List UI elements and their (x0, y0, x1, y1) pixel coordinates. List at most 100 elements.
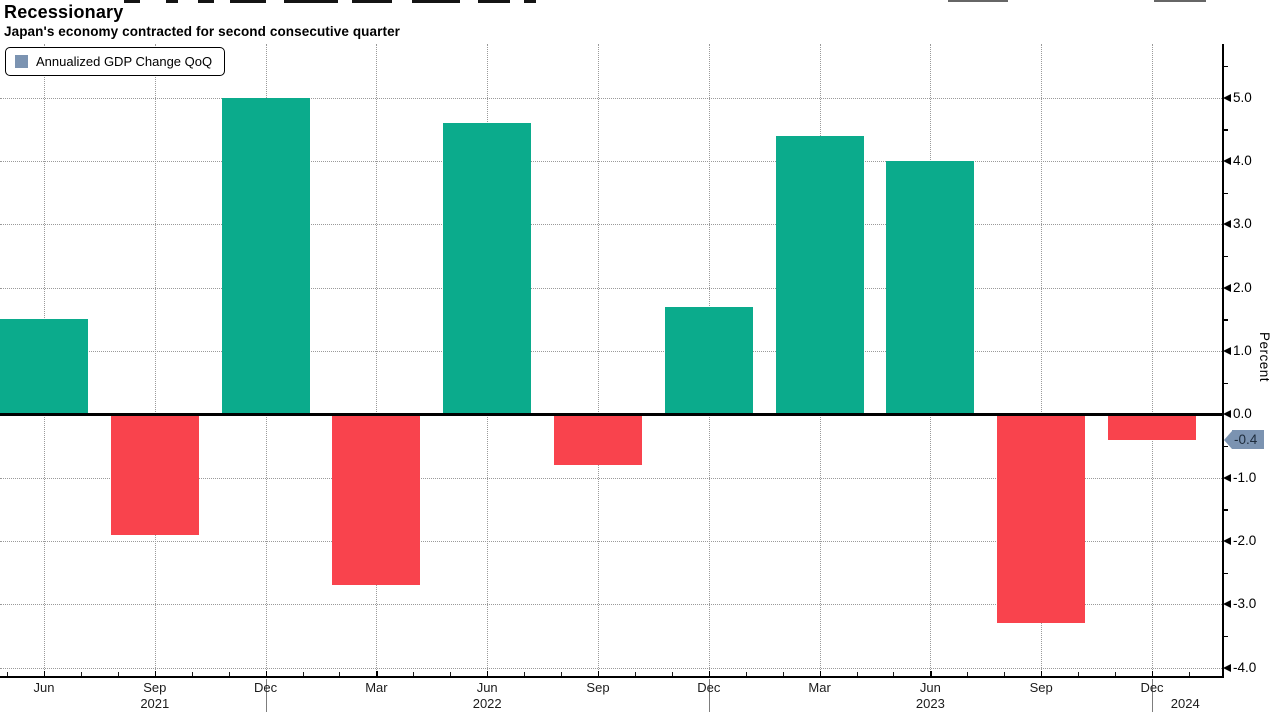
y-tick-label: 0.0 (1233, 406, 1252, 422)
y-axis-tick: -3.0 (1223, 596, 1256, 612)
x-tick-label: Jun (33, 680, 55, 695)
bar-dec-2021[interactable] (221, 97, 310, 415)
h-gridline (0, 287, 1222, 289)
y-tick-label: 5.0 (1233, 89, 1252, 105)
y-axis-minor-tick (1222, 66, 1228, 68)
y-axis-title: Percent (1257, 332, 1272, 383)
cropped-text-artifact (412, 0, 460, 3)
y-tick-label: -1.0 (1233, 469, 1257, 485)
x-axis-minor-tick (80, 672, 82, 676)
tick-arrow-icon (1223, 663, 1231, 672)
year-label: 2022 (472, 696, 502, 711)
year-label: 2024 (1170, 696, 1200, 711)
x-axis-minor-tick (413, 672, 415, 676)
y-tick-label: -3.0 (1233, 596, 1257, 612)
bar-jun-2021[interactable] (0, 319, 88, 415)
h-gridline (0, 604, 1222, 606)
y-axis-tick: 1.0 (1223, 343, 1252, 359)
y-axis-line (1222, 44, 1224, 678)
h-gridline (0, 97, 1222, 99)
year-label: 2023 (915, 696, 945, 711)
v-gridline (598, 44, 599, 676)
y-axis-tick: 3.0 (1223, 216, 1252, 232)
x-axis-tick (44, 671, 46, 677)
tick-arrow-icon (1223, 473, 1231, 482)
y-axis-minor-tick (1222, 129, 1228, 131)
cropped-text-artifact (198, 0, 214, 3)
y-axis-tick: 5.0 (1223, 90, 1252, 106)
x-axis-minor-tick (856, 672, 858, 676)
x-axis-minor-tick (745, 672, 747, 676)
y-axis-minor-tick (1222, 382, 1228, 384)
cropped-text-artifact (1154, 0, 1206, 2)
x-axis-minor-tick (561, 672, 563, 676)
y-tick-label: -4.0 (1233, 659, 1257, 675)
bar-sep-2023[interactable] (997, 414, 1086, 624)
x-axis-minor-tick (302, 672, 304, 676)
h-gridline (0, 351, 1222, 353)
y-tick-label: 1.0 (1233, 343, 1252, 359)
chart-title: Recessionary (4, 2, 124, 22)
zero-baseline (0, 413, 1224, 416)
year-separator-line (708, 679, 710, 712)
x-axis-tick (487, 671, 489, 677)
tick-arrow-icon (1223, 410, 1231, 419)
year-label: 2021 (140, 696, 170, 711)
bar-sep-2022[interactable] (554, 414, 642, 466)
x-axis-tick (708, 671, 711, 677)
x-axis-tick (930, 671, 932, 677)
cropped-text-artifact (352, 0, 392, 3)
y-axis-minor-tick (1222, 192, 1228, 194)
legend-box[interactable]: Annualized GDP Change QoQ (5, 47, 226, 76)
year-separator-line (265, 679, 267, 712)
x-tick-label: Mar (365, 680, 388, 695)
last-value-label: -0.4 (1232, 430, 1265, 450)
x-axis-minor-tick (339, 672, 341, 676)
bar-sep-2021[interactable] (110, 414, 199, 535)
x-tick-label: Jun (919, 680, 941, 695)
x-tick-label: Dec (697, 680, 721, 695)
x-axis-minor-tick (524, 672, 526, 676)
y-axis-minor-tick (1222, 572, 1228, 574)
y-axis-tick: -2.0 (1223, 533, 1256, 549)
y-axis-tick: -1.0 (1223, 470, 1256, 486)
x-tick-label: Dec (1140, 680, 1164, 695)
x-tick-label: Sep (143, 680, 167, 695)
x-tick-label: Dec (254, 680, 278, 695)
v-gridline (1041, 44, 1043, 676)
x-tick-label: Sep (1029, 680, 1053, 695)
y-axis-tick: 0.0 (1223, 406, 1252, 422)
bar-dec-2022[interactable] (664, 306, 753, 415)
legend-series-label: Annualized GDP Change QoQ (36, 54, 213, 69)
x-axis-minor-tick (967, 672, 969, 676)
bar-dec-2023[interactable] (1108, 414, 1196, 440)
bar-jun-2022[interactable] (443, 123, 532, 415)
legend-swatch-icon (15, 55, 28, 68)
h-gridline (0, 224, 1222, 226)
tick-arrow-icon (1223, 283, 1231, 292)
bar-jun-2023[interactable] (886, 161, 975, 415)
x-axis-tick (1152, 671, 1154, 677)
cropped-text-artifact (524, 0, 536, 3)
x-axis-minor-tick (191, 672, 193, 676)
x-axis-tick (265, 671, 267, 677)
x-axis-minor-tick (7, 672, 9, 676)
tick-arrow-icon (1223, 600, 1231, 609)
y-axis-minor-tick (1222, 256, 1228, 258)
cropped-text-artifact (124, 0, 140, 3)
x-axis-minor-tick (782, 672, 784, 676)
bar-mar-2022[interactable] (332, 414, 421, 586)
tick-arrow-icon (1223, 347, 1231, 356)
x-axis-minor-tick (1004, 672, 1006, 676)
x-axis-minor-tick (893, 672, 895, 676)
x-axis-line (0, 676, 1224, 678)
y-axis-tick: -4.0 (1223, 660, 1256, 676)
y-tick-label: 4.0 (1233, 153, 1252, 169)
y-tick-label: -2.0 (1233, 533, 1257, 549)
x-axis-minor-tick (634, 672, 636, 676)
h-gridline (0, 477, 1222, 479)
x-axis-minor-tick (450, 672, 452, 676)
bar-mar-2023[interactable] (775, 135, 864, 415)
x-axis-tick (819, 671, 821, 677)
